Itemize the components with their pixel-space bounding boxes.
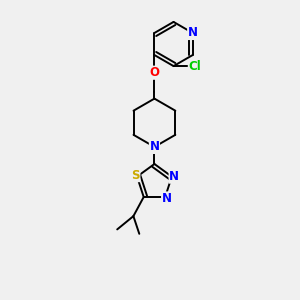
Text: N: N <box>169 170 179 183</box>
Text: N: N <box>149 140 159 153</box>
Text: Cl: Cl <box>188 60 201 73</box>
Text: S: S <box>131 169 140 182</box>
Text: O: O <box>149 66 159 79</box>
Text: N: N <box>162 192 172 205</box>
Text: N: N <box>188 26 198 40</box>
